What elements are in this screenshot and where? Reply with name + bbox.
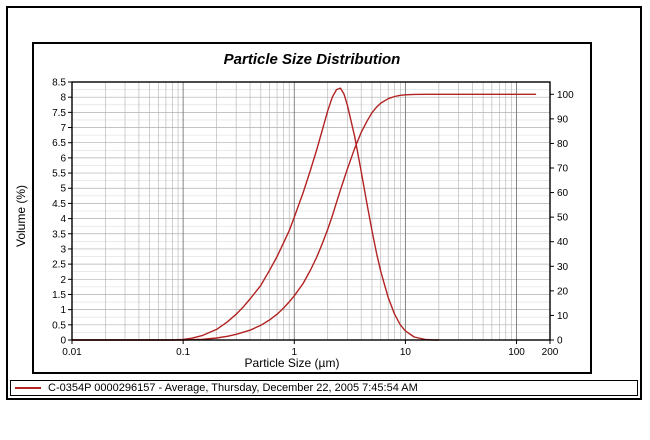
svg-text:5.5: 5.5 xyxy=(52,169,66,180)
svg-text:0.1: 0.1 xyxy=(176,347,190,358)
svg-text:60: 60 xyxy=(557,188,569,199)
svg-text:2.5: 2.5 xyxy=(52,260,66,271)
svg-text:7.5: 7.5 xyxy=(52,108,66,119)
chart-frame: 0 0.5 1 1.5 2 2.5 3 3.5 4 4.5 5 5.5 6 6.5 7 7.5 8 8.5 0 10 2… xyxy=(32,42,592,374)
svg-text:90: 90 xyxy=(557,114,569,125)
svg-text:0.5: 0.5 xyxy=(52,320,66,331)
legend-record-text: C-0354P 0000296157 - Average, Thursday, … xyxy=(48,382,418,394)
svg-text:30: 30 xyxy=(557,262,569,273)
legend-line-sample-icon xyxy=(15,387,41,389)
svg-text:10: 10 xyxy=(400,347,412,358)
svg-text:100: 100 xyxy=(557,90,574,101)
report-outer-frame: 0 0.5 1 1.5 2 2.5 3 3.5 4 4.5 5 5.5 6 6.5 7 7.5 8 8.5 0 10 2… xyxy=(6,6,642,400)
legend-box: C-0354P 0000296157 - Average, Thursday, … xyxy=(10,380,638,396)
chart-title: Particle Size Distribution xyxy=(223,51,401,68)
svg-text:80: 80 xyxy=(557,139,569,150)
y-axis-label: Volume (%) xyxy=(14,184,28,248)
svg-text:1.5: 1.5 xyxy=(52,290,66,301)
svg-text:3: 3 xyxy=(60,244,66,255)
svg-text:8.5: 8.5 xyxy=(52,78,66,89)
svg-text:10: 10 xyxy=(557,311,569,322)
svg-text:4.5: 4.5 xyxy=(52,199,66,210)
svg-text:0: 0 xyxy=(60,336,66,347)
svg-text:8: 8 xyxy=(60,93,66,104)
svg-text:40: 40 xyxy=(557,237,569,248)
svg-text:6: 6 xyxy=(60,153,66,164)
svg-text:70: 70 xyxy=(557,164,569,175)
svg-text:3.5: 3.5 xyxy=(52,229,66,240)
svg-text:6.5: 6.5 xyxy=(52,138,66,149)
svg-text:1: 1 xyxy=(291,347,297,358)
svg-text:1: 1 xyxy=(60,305,66,316)
svg-text:50: 50 xyxy=(557,213,569,224)
svg-text:0: 0 xyxy=(557,336,563,347)
plot-svg: 0 0.5 1 1.5 2 2.5 3 3.5 4 4.5 5 5.5 6 6.5 7 7.5 8 8.5 0 10 2… xyxy=(52,78,574,359)
x-axis-label: Particle Size (µm) xyxy=(244,356,340,370)
svg-text:200: 200 xyxy=(542,347,559,358)
svg-text:2: 2 xyxy=(60,275,66,286)
svg-text:20: 20 xyxy=(557,286,569,297)
svg-text:100: 100 xyxy=(508,347,525,358)
svg-text:4: 4 xyxy=(60,214,66,225)
svg-text:0.01: 0.01 xyxy=(62,347,82,358)
svg-text:7: 7 xyxy=(60,123,66,134)
svg-text:5: 5 xyxy=(60,184,66,195)
